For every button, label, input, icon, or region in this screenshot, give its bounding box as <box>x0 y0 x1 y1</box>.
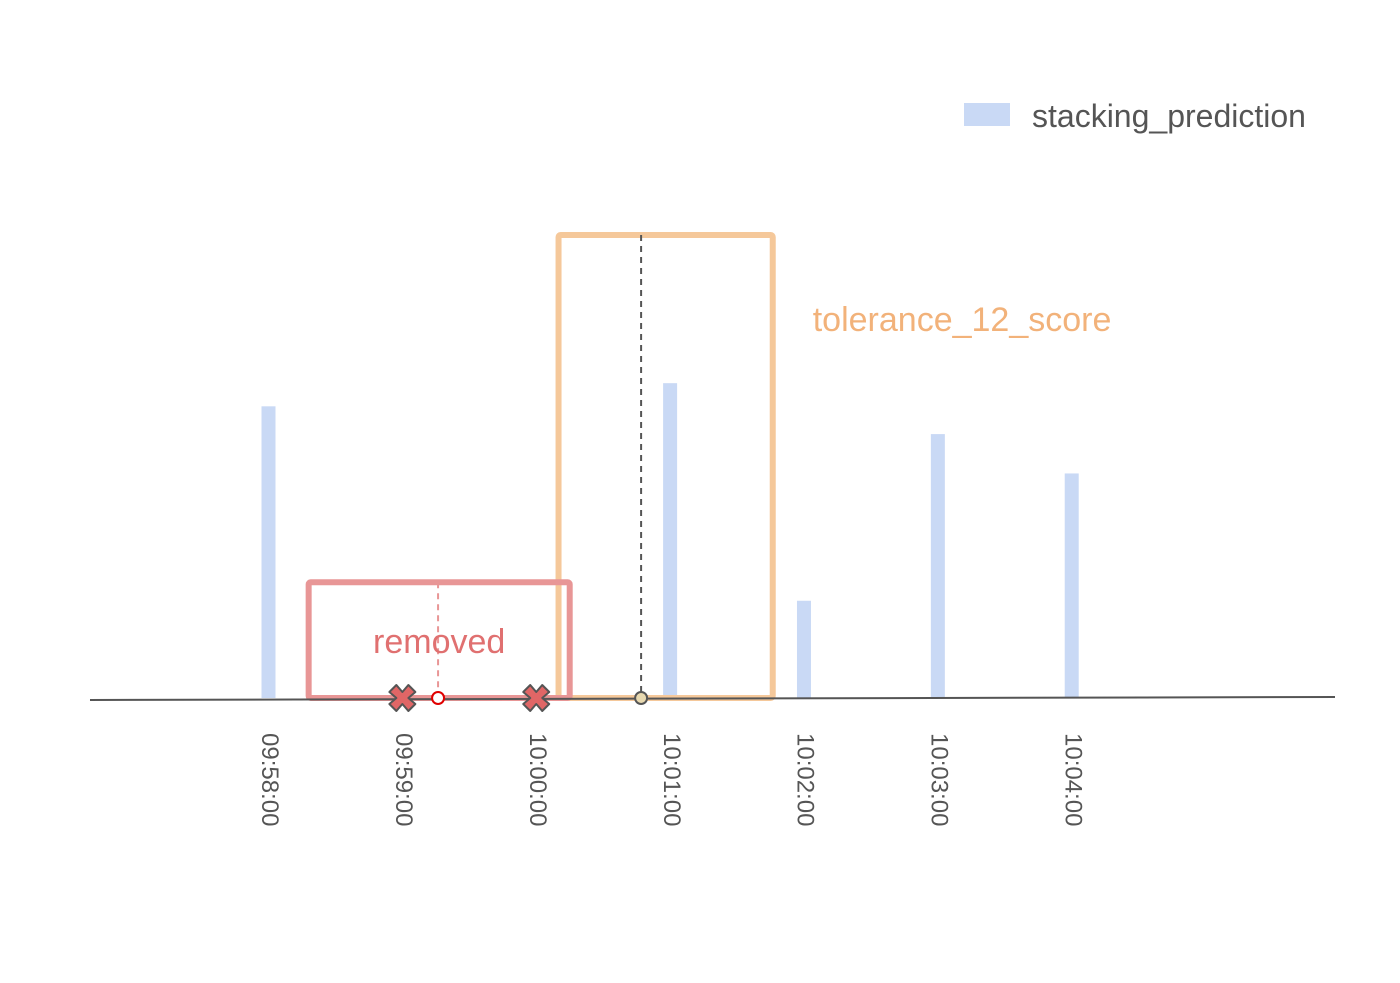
removed-point-marker-100000 <box>522 684 551 712</box>
bar-100200 <box>796 600 811 698</box>
legend-label-stacking-prediction: stacking_prediction <box>1032 98 1306 134</box>
x-tick-label-100000: 10:00:00 <box>524 733 551 826</box>
x-tick-label-095800: 09:58:00 <box>256 733 283 826</box>
x-tick-label-100200: 10:02:00 <box>792 733 819 826</box>
x-tick-label-100400: 10:04:00 <box>1059 733 1086 826</box>
tolerance-12-score-label: tolerance_12_score <box>813 301 1112 339</box>
x-axis-line <box>89 696 1336 701</box>
removed-point-marker-095900 <box>388 684 417 712</box>
bar-100300 <box>930 434 945 698</box>
bar-100400 <box>1064 473 1079 698</box>
bar-100100 <box>663 383 678 698</box>
x-tick-label-100300: 10:03:00 <box>926 733 953 826</box>
x-tick-label-095900: 09:59:00 <box>390 733 417 826</box>
x-tick-label-100100: 10:01:00 <box>658 733 685 826</box>
removed-center-marker <box>431 691 446 705</box>
bar-095800 <box>261 406 276 698</box>
removed-label: removed <box>373 623 505 661</box>
legend-swatch-stacking-prediction <box>964 103 1010 126</box>
tolerance-12-score-center-marker <box>634 691 649 705</box>
